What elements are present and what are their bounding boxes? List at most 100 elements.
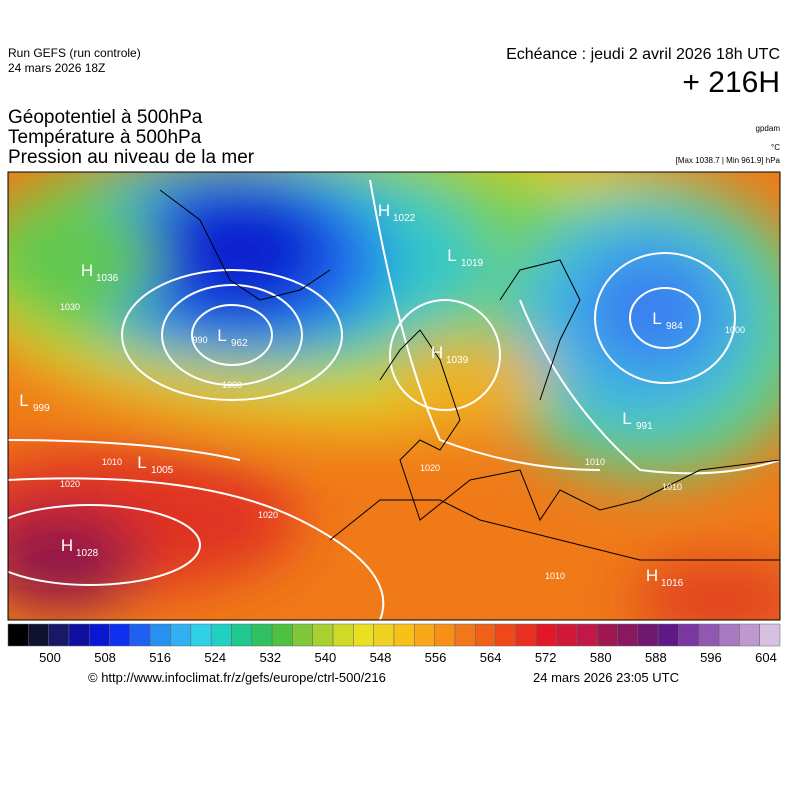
colorbar-swatch xyxy=(515,623,537,647)
center-type: H xyxy=(61,536,73,555)
colorbar-label: 508 xyxy=(94,650,116,665)
colorbar-swatch xyxy=(414,623,435,647)
colorbar-swatch xyxy=(149,623,171,647)
colorbar-swatch xyxy=(231,623,253,647)
colorbar-label: 572 xyxy=(535,650,557,665)
isobar-label: 1000 xyxy=(725,325,745,335)
colorbar-swatch xyxy=(28,623,49,647)
colorbar-swatch xyxy=(312,623,334,647)
colorbar-swatch xyxy=(7,623,29,647)
unit: [Max 1038.7 | Min 961.9] hPa xyxy=(675,156,780,165)
colorbar-swatch xyxy=(48,623,70,647)
lead: + 216H xyxy=(682,66,780,99)
colorbar-swatch xyxy=(251,623,273,647)
center-value: 1005 xyxy=(151,465,174,476)
colorbar-swatch xyxy=(637,623,659,647)
isobar-label: 1030 xyxy=(60,302,80,312)
isobar-label: 1020 xyxy=(420,463,440,473)
colorbar-label: 604 xyxy=(755,650,777,665)
map-frame xyxy=(7,171,781,621)
title: Géopotentiel à 500hPa xyxy=(8,107,203,128)
timestamp: 24 mars 2026 23:05 UTC xyxy=(533,670,679,685)
center-value: 1019 xyxy=(461,258,484,269)
center-value: 991 xyxy=(636,421,653,432)
colorbar-swatch xyxy=(129,623,151,647)
colorbar-swatch xyxy=(576,623,598,647)
colorbar-swatch xyxy=(393,623,415,647)
colorbar-label: 596 xyxy=(700,650,722,665)
field xyxy=(8,172,780,620)
coastlines xyxy=(159,189,780,561)
colorbar-label: 524 xyxy=(204,650,226,665)
colorbar-swatch xyxy=(190,623,212,647)
colorbar-swatch xyxy=(617,623,639,647)
isobar-label: 1020 xyxy=(60,479,80,489)
colorbar-label: 556 xyxy=(425,650,447,665)
colorbar-swatch xyxy=(109,623,131,647)
colorbar-swatch xyxy=(271,623,293,647)
colorbar-swatch xyxy=(68,623,90,647)
center-value: 1036 xyxy=(96,273,119,284)
title: Pression au niveau de la mer xyxy=(8,147,255,168)
center-value: 1028 xyxy=(76,548,99,559)
center-type: L xyxy=(217,326,226,345)
colorbar-label: 532 xyxy=(259,650,281,665)
colorbar-label: 548 xyxy=(370,650,392,665)
center-type: H xyxy=(646,566,658,585)
center-type: L xyxy=(622,409,631,428)
unit: °C xyxy=(771,143,780,152)
colorbar-label: 516 xyxy=(149,650,171,665)
center-value: 1039 xyxy=(446,355,469,366)
isobar-label: 1000 xyxy=(222,380,242,390)
colorbar-swatch xyxy=(759,623,781,647)
colorbar-swatch xyxy=(373,623,395,647)
url: © http://www.infoclimat.fr/z/gefs/europe… xyxy=(88,670,386,685)
colorbar-swatch xyxy=(698,623,720,647)
center-type: L xyxy=(447,246,456,265)
center-value: 962 xyxy=(231,338,248,349)
isobar-label: 1010 xyxy=(662,482,682,492)
colorbar-label: 564 xyxy=(480,650,502,665)
colorbar-swatch xyxy=(495,623,517,647)
center-value: 1022 xyxy=(393,213,416,224)
colorbar-swatch xyxy=(210,623,232,647)
center-value: 999 xyxy=(33,403,50,414)
colorbar-swatch xyxy=(657,623,679,647)
colorbar-swatch xyxy=(535,623,557,647)
center-type: L xyxy=(19,391,28,410)
colorbar-swatch xyxy=(596,623,618,647)
colorbar-swatch xyxy=(292,623,313,647)
center-type: L xyxy=(137,453,146,472)
colorbar-swatch xyxy=(353,623,374,647)
center-value: 1016 xyxy=(661,578,684,589)
run: Run GEFS (run controle) xyxy=(8,46,141,60)
isobar-label: 1010 xyxy=(102,457,122,467)
colorbar-swatch xyxy=(475,623,496,647)
colorbar-swatch xyxy=(89,623,110,647)
colorbar-swatch xyxy=(454,623,476,647)
colorbar-label: 580 xyxy=(590,650,612,665)
center-value: 984 xyxy=(666,321,683,332)
colorbar-swatch xyxy=(170,623,192,647)
title: Température à 500hPa xyxy=(8,127,202,148)
isobar-label: 990 xyxy=(192,335,207,345)
colorbar-label: 500 xyxy=(39,650,61,665)
colorbar-swatch xyxy=(678,623,699,647)
colorbar-label: 540 xyxy=(315,650,337,665)
colorbar-swatch xyxy=(332,623,354,647)
colorbar-swatch xyxy=(739,623,760,647)
colorbar-swatch xyxy=(718,623,740,647)
center-type: H xyxy=(81,261,93,280)
isobar-label: 1020 xyxy=(258,510,278,520)
echeance: Echéance : jeudi 2 avril 2026 18h UTC xyxy=(506,46,780,63)
center-type: H xyxy=(431,343,443,362)
center-type: H xyxy=(378,201,390,220)
colorbar-swatch xyxy=(434,623,456,647)
unit: gpdam xyxy=(755,124,780,133)
center-type: L xyxy=(652,309,661,328)
colorbar-label: 588 xyxy=(645,650,667,665)
isobars xyxy=(8,179,780,620)
colorbar-swatch xyxy=(556,623,578,647)
